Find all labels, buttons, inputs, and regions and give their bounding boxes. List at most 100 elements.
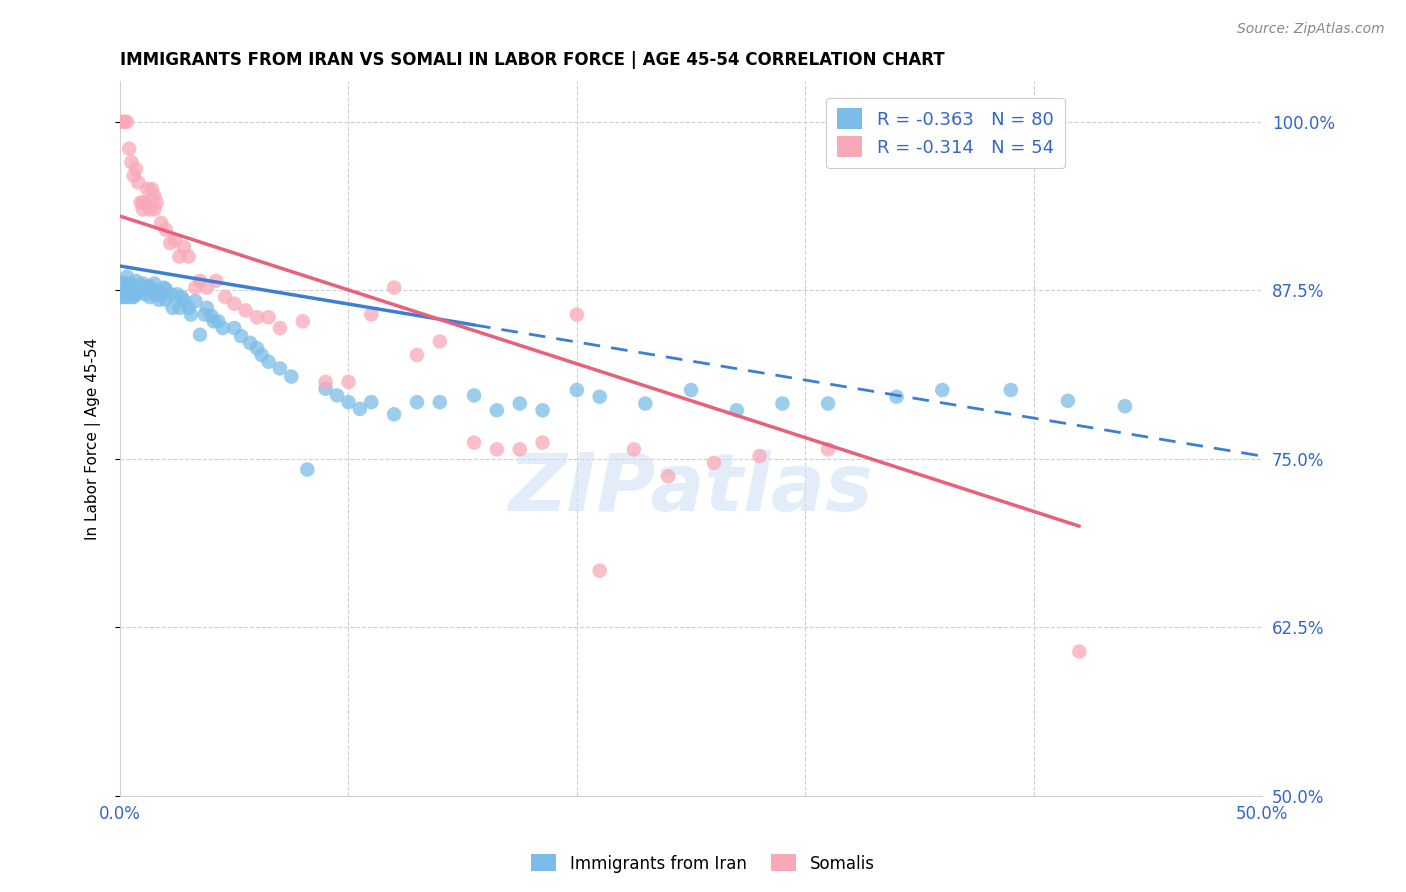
Point <box>1057 393 1080 408</box>
Point <box>634 396 657 410</box>
Point <box>150 285 173 300</box>
Point <box>589 390 612 404</box>
Point <box>132 195 155 210</box>
Text: Source: ZipAtlas.com: Source: ZipAtlas.com <box>1237 22 1385 37</box>
Point <box>155 282 177 296</box>
Point <box>207 314 229 328</box>
Point <box>115 290 138 304</box>
Point <box>269 321 291 335</box>
Point <box>531 403 554 417</box>
Point <box>229 329 252 343</box>
Point <box>159 236 181 251</box>
Point <box>589 564 612 578</box>
Point <box>163 234 186 248</box>
Point <box>1000 383 1022 397</box>
Point <box>188 327 211 342</box>
Point <box>115 115 138 129</box>
Point <box>326 388 349 402</box>
Point <box>166 287 188 301</box>
Point <box>224 321 246 335</box>
Point <box>177 250 200 264</box>
Point <box>188 274 211 288</box>
Point <box>136 282 159 296</box>
Point <box>429 334 451 349</box>
Legend: R = -0.363   N = 80, R = -0.314   N = 54: R = -0.363 N = 80, R = -0.314 N = 54 <box>827 97 1064 168</box>
Point <box>125 274 148 288</box>
Point <box>297 462 319 476</box>
Point <box>565 383 588 397</box>
Point <box>202 314 225 328</box>
Point <box>143 287 166 301</box>
Point <box>246 310 269 325</box>
Point <box>152 280 174 294</box>
Point <box>173 240 195 254</box>
Point <box>235 303 257 318</box>
Point <box>125 161 148 176</box>
Point <box>406 395 429 409</box>
Point <box>679 383 702 397</box>
Point <box>127 283 149 297</box>
Point <box>257 355 280 369</box>
Point <box>132 279 155 293</box>
Point <box>315 375 337 389</box>
Point <box>114 290 136 304</box>
Point <box>136 182 159 196</box>
Point <box>817 396 839 410</box>
Point <box>429 395 451 409</box>
Point <box>143 189 166 203</box>
Point <box>145 287 167 301</box>
Point <box>180 308 202 322</box>
Point <box>121 290 143 304</box>
Point <box>145 195 167 210</box>
Point <box>211 321 233 335</box>
Point <box>406 348 429 362</box>
Point <box>184 280 207 294</box>
Point <box>382 280 405 294</box>
Point <box>1069 644 1091 658</box>
Point <box>360 308 382 322</box>
Point <box>269 361 291 376</box>
Point <box>139 279 162 293</box>
Point <box>111 115 134 129</box>
Point <box>748 449 770 463</box>
Point <box>139 202 162 217</box>
Point <box>134 195 156 210</box>
Point <box>141 283 163 297</box>
Point <box>509 396 531 410</box>
Point <box>214 290 236 304</box>
Point <box>118 142 141 156</box>
Point <box>657 469 679 483</box>
Point <box>360 395 382 409</box>
Text: ZIPatlas: ZIPatlas <box>509 450 873 527</box>
Point <box>127 176 149 190</box>
Point <box>122 279 145 293</box>
Point <box>141 182 163 196</box>
Point <box>159 287 181 301</box>
Point <box>195 301 218 315</box>
Legend: Immigrants from Iran, Somalis: Immigrants from Iran, Somalis <box>524 847 882 880</box>
Point <box>817 442 839 457</box>
Point <box>155 222 177 236</box>
Point <box>134 287 156 301</box>
Point <box>155 293 177 307</box>
Point <box>770 396 793 410</box>
Point <box>315 382 337 396</box>
Point <box>111 277 134 291</box>
Point <box>150 216 173 230</box>
Point <box>143 277 166 291</box>
Point <box>125 287 148 301</box>
Point <box>193 308 215 322</box>
Point <box>1114 399 1136 413</box>
Point <box>111 290 134 304</box>
Point <box>122 169 145 183</box>
Point <box>931 383 953 397</box>
Text: IMMIGRANTS FROM IRAN VS SOMALI IN LABOR FORCE | AGE 45-54 CORRELATION CHART: IMMIGRANTS FROM IRAN VS SOMALI IN LABOR … <box>120 51 945 69</box>
Point <box>170 290 193 304</box>
Point <box>382 407 405 421</box>
Point <box>463 388 485 402</box>
Point <box>725 403 748 417</box>
Point <box>143 202 166 217</box>
Point <box>463 435 485 450</box>
Point <box>121 155 143 169</box>
Point <box>129 195 152 210</box>
